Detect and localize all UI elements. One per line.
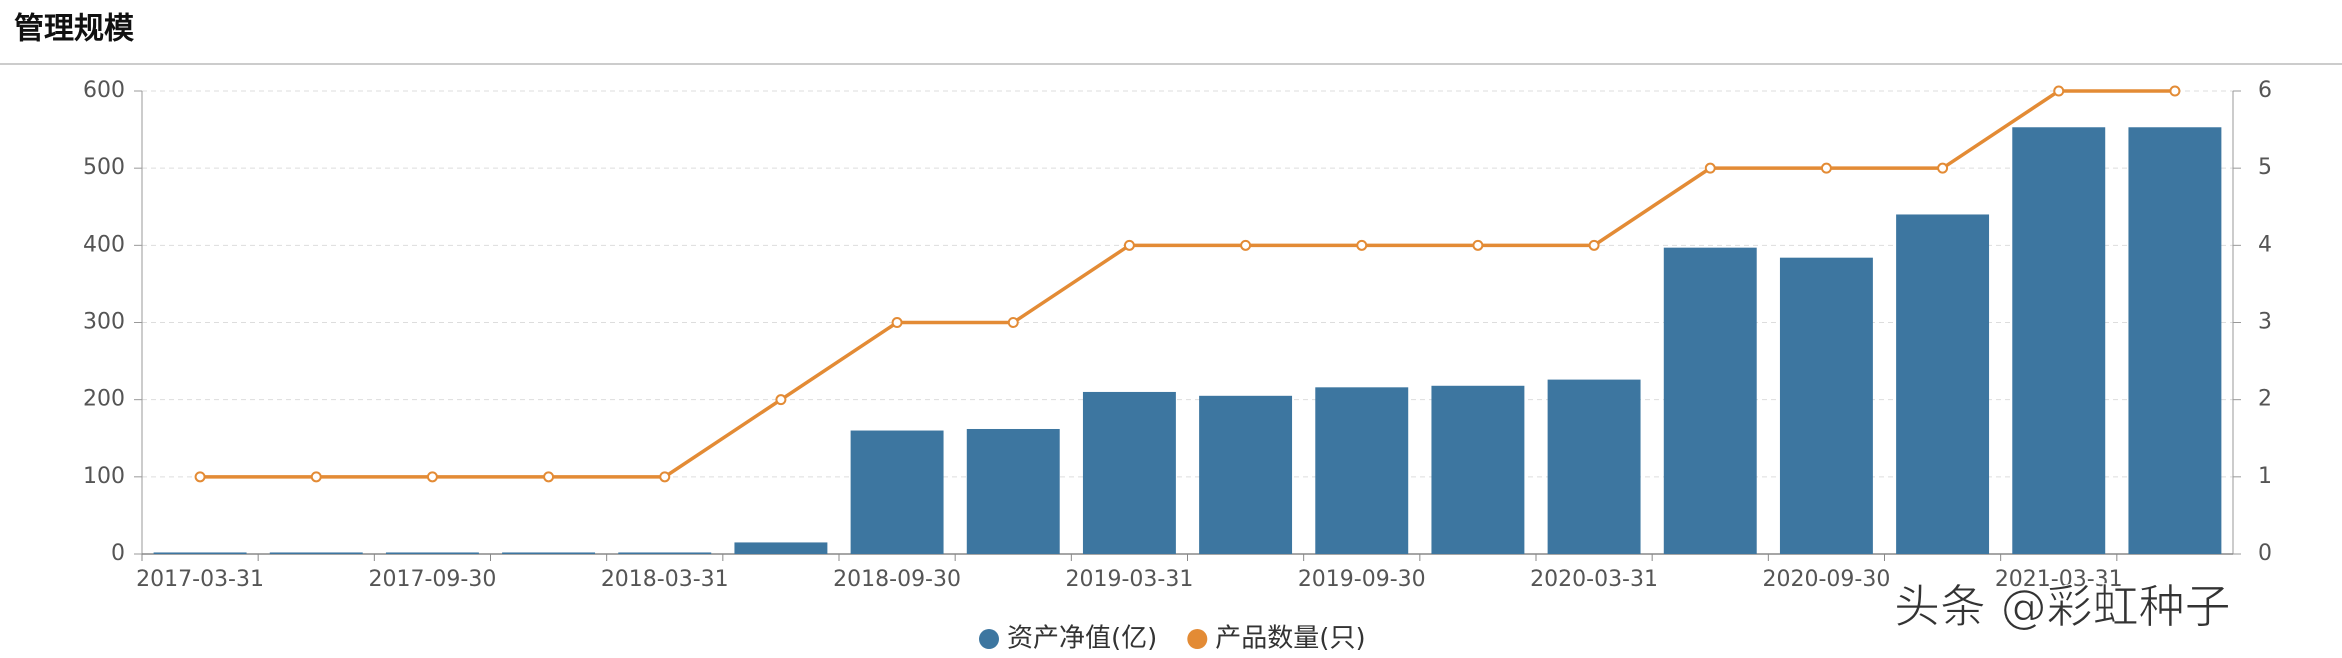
line-point [891,317,903,328]
x-tick-label: 2017-03-31 [136,567,264,592]
x-tick-label: 2019-03-31 [1065,567,1193,592]
line-point [426,471,438,483]
bar [1896,214,1990,554]
y-tick-label: 500 [83,155,125,180]
bar [2128,127,2222,554]
y2-tick-label: 4 [2258,232,2272,257]
y-tick-label: 0 [111,541,125,566]
plot: 0 100 200 300 400 500 600 0 1 2 3 4 5 6 2017-03-31 2017… [83,78,2272,654]
line-point [2053,85,2065,97]
bar [385,552,479,554]
y2-tick-label: 1 [2258,464,2272,489]
x-tick-label: 2020-03-31 [1530,567,1658,592]
bar [618,552,712,554]
line-point [659,471,671,483]
y2-tick-label: 3 [2258,310,2272,335]
line-point [1704,162,1716,174]
x-tick-label: 2017-09-30 [368,567,496,592]
line-point [194,471,206,483]
y2-tick-label: 2 [2258,387,2272,412]
legend-marker [979,629,999,649]
watermark: 头条 @彩虹种子 [1894,580,2231,634]
y-tick-label: 100 [83,464,125,489]
y2-tick-label: 5 [2258,155,2272,180]
bar [1547,379,1641,554]
y2-tick-label: 6 [2258,78,2272,103]
x-tick-label: 2018-03-31 [601,567,729,592]
bar [1431,385,1525,554]
line-point [1472,239,1484,251]
bar [1663,247,1757,555]
line [200,89,2175,479]
bar [2012,127,2106,554]
bar [1199,395,1293,554]
line-point [543,471,555,483]
line-point [775,394,787,406]
y-tick-label: 200 [83,387,125,412]
legend-label: 产品数量(只) [1215,624,1365,654]
line-point [1123,239,1135,251]
y-tick-label: 300 [83,310,125,335]
x-tick-label: 2018-09-30 [833,567,961,592]
legend-marker [1187,629,1208,649]
y-tick-label: 600 [83,78,125,103]
bar [153,552,247,554]
y2-tick-label: 0 [2258,541,2272,566]
x-tick-label: 2021-03-31 [1995,567,2123,592]
line-point [1588,239,1600,251]
line-point [1820,162,1832,174]
line-point [1240,239,1252,251]
bar [966,428,1060,554]
bar [734,542,828,554]
bar [1082,391,1176,554]
bar [1315,387,1409,554]
bar [850,430,944,554]
x-tick-label: 2020-09-30 [1762,567,1890,592]
line-point [1356,239,1368,251]
bar [1779,257,1873,554]
line-point [1937,162,1949,174]
bar [269,552,363,554]
line-point [310,471,322,483]
x-tick-label: 2019-09-30 [1298,567,1426,592]
line-point [2169,85,2181,97]
bar [502,552,596,554]
panel-title: 管理规模 [14,12,134,47]
line-point [1007,317,1019,328]
legend-label: 资产净值(亿) [1007,624,1157,654]
y-tick-label: 400 [83,232,125,257]
